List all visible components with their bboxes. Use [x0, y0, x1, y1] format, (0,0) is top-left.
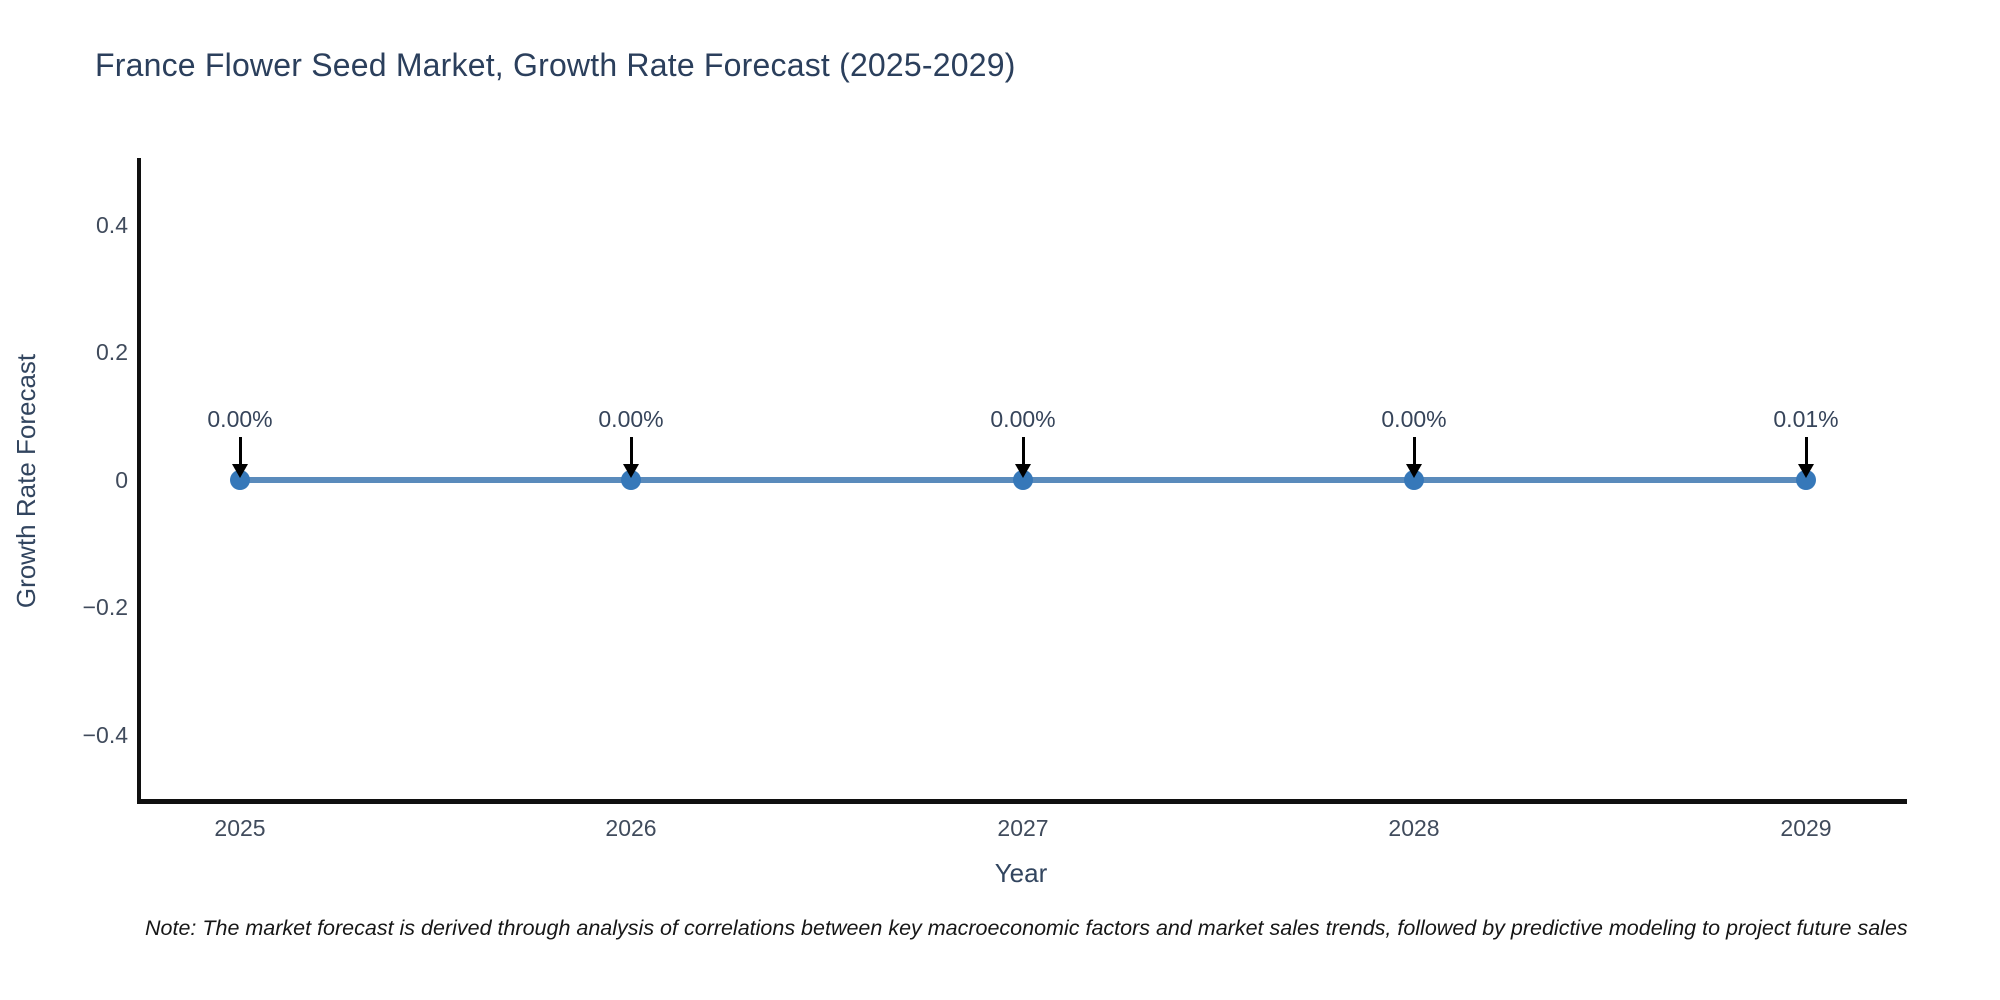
- annotation-arrowhead-icon: [623, 464, 639, 478]
- annotation-arrow: [1804, 437, 1808, 465]
- y-tick-label: −0.2: [82, 594, 128, 620]
- annotation-label-2025: 0.00%: [207, 406, 273, 432]
- annotation-label-2026: 0.00%: [598, 406, 664, 432]
- footnote: Note: The market forecast is derived thr…: [145, 916, 1908, 940]
- chart-title: France Flower Seed Market, Growth Rate F…: [95, 47, 1016, 83]
- annotation-arrow: [238, 437, 242, 465]
- annotation-label-2027: 0.00%: [990, 406, 1056, 432]
- x-tick-label: 2028: [1388, 815, 1440, 841]
- annotation-arrow: [1412, 437, 1416, 465]
- annotation-arrowhead-icon: [1015, 464, 1031, 478]
- annotation-arrowhead-icon: [1798, 464, 1814, 478]
- annotation-arrowhead-icon: [232, 464, 248, 478]
- x-axis-title: Year: [994, 858, 1048, 888]
- annotation-label-2028: 0.00%: [1381, 406, 1447, 432]
- x-tick-label: 2029: [1780, 815, 1832, 841]
- annotation-arrowhead-icon: [1406, 464, 1422, 478]
- y-tick-label: 0.2: [96, 339, 128, 365]
- y-tick-label: 0.4: [96, 212, 128, 238]
- x-tick-label: 2025: [214, 815, 266, 841]
- x-tick-label: 2026: [605, 815, 657, 841]
- annotation-arrow: [629, 437, 633, 465]
- annotation-arrow: [1021, 437, 1025, 465]
- y-axis-line: [137, 158, 141, 804]
- annotation-label-2029: 0.01%: [1773, 406, 1839, 432]
- x-axis-line: [137, 799, 1907, 804]
- y-tick-label: −0.4: [82, 722, 128, 748]
- x-tick-label: 2027: [997, 815, 1049, 841]
- y-tick-label: 0: [115, 467, 128, 493]
